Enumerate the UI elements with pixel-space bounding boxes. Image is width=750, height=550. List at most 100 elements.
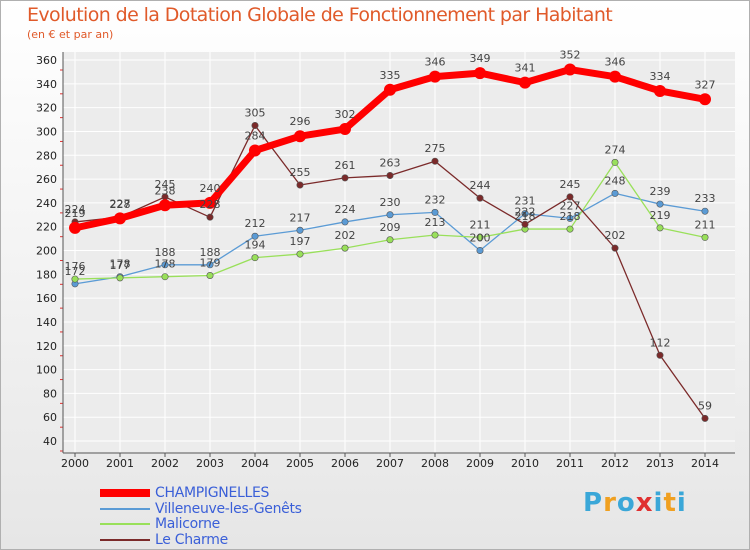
legend-entry: Villeneuve-les-Genêts [100,501,302,517]
logo-letter: t [663,488,677,518]
data-label: 240 [200,182,221,195]
y-tick-label: 100 [36,364,57,377]
data-point [431,231,439,239]
data-point [519,76,531,89]
y-tick-label: 40 [43,435,57,448]
data-label: 231 [515,195,536,208]
data-label: 222 [515,205,536,218]
data-point [251,254,259,262]
logo-letter: P [583,488,604,518]
data-point [656,224,664,232]
data-label: 274 [605,143,626,156]
y-tick-label: 220 [36,221,57,234]
data-label: 335 [380,69,401,82]
data-point [564,63,576,76]
data-point [611,244,619,252]
data-label: 211 [470,218,491,231]
data-point [476,194,484,202]
data-point [656,200,664,208]
data-point [566,214,574,222]
data-point [609,70,621,83]
y-tick-label: 280 [36,149,57,162]
data-point [249,144,261,157]
data-label: 176 [65,260,86,273]
data-label: 224 [335,203,356,216]
legend-label: Villeneuve-les-Genêts [155,501,302,517]
data-label: 302 [335,108,356,121]
data-label: 248 [605,174,626,187]
y-tick-label: 160 [36,292,57,305]
data-label: 172 [65,265,86,278]
data-point [294,130,306,143]
x-tick-label: 2002 [151,457,179,470]
data-label: 245 [560,178,581,191]
data-point [701,414,709,422]
data-point [384,83,396,96]
x-tick-label: 2012 [601,457,629,470]
data-label: 238 [155,184,176,197]
plot-area [63,52,735,453]
data-label: 209 [380,221,401,234]
data-point [699,93,711,106]
data-label: 202 [335,229,356,242]
data-point [386,211,394,219]
data-label: 194 [245,239,266,252]
data-label: 188 [155,246,176,259]
data-label: 179 [200,257,221,270]
data-label: 200 [470,232,491,245]
data-point [161,273,169,281]
data-label: 178 [110,258,131,271]
logo-letter: i [653,488,664,518]
data-point [341,244,349,252]
data-point [159,199,171,212]
data-label: 224 [65,203,86,216]
logo-letter: i [676,488,687,518]
data-point [431,157,439,165]
data-label: 230 [380,196,401,209]
data-label: 352 [560,49,581,62]
data-point [296,226,304,234]
data-point [386,236,394,244]
legend-entry: CHAMPIGNELLES [100,485,269,501]
data-point [251,232,259,240]
data-label: 218 [515,210,536,223]
logo-letter: x [635,488,654,518]
data-label: 218 [560,210,581,223]
data-label: 244 [470,179,491,192]
data-point [474,67,486,80]
data-label: 219 [650,209,671,222]
y-tick-label: 320 [36,102,57,115]
data-label: 211 [695,218,716,231]
data-point [701,233,709,241]
data-label: 346 [425,56,446,69]
x-tick-label: 2001 [106,457,134,470]
data-label: 217 [290,211,311,224]
logo-letter: r [603,488,617,518]
data-label: 213 [425,216,446,229]
data-label: 232 [425,193,446,206]
x-tick-label: 2003 [196,457,224,470]
data-point [296,250,304,258]
data-point [251,121,259,129]
y-tick-label: 120 [36,340,57,353]
data-label: 263 [380,156,401,169]
data-point [296,181,304,189]
data-point [386,171,394,179]
data-point [206,213,214,221]
x-tick-label: 2010 [511,457,539,470]
data-label: 349 [470,52,491,65]
x-tick-label: 2008 [421,457,449,470]
data-label: 188 [200,246,221,259]
y-tick-label: 300 [36,125,57,138]
data-point [611,189,619,197]
y-tick-label: 360 [36,54,57,67]
data-point [339,123,351,136]
data-point [566,225,574,233]
legend-entry: Le Charme [100,532,228,548]
data-label: 219 [65,207,86,220]
data-label: 178 [155,258,176,271]
data-label: 212 [245,217,266,230]
y-tick-label: 180 [36,268,57,281]
data-label: 245 [155,178,176,191]
y-tick-label: 80 [43,387,57,400]
